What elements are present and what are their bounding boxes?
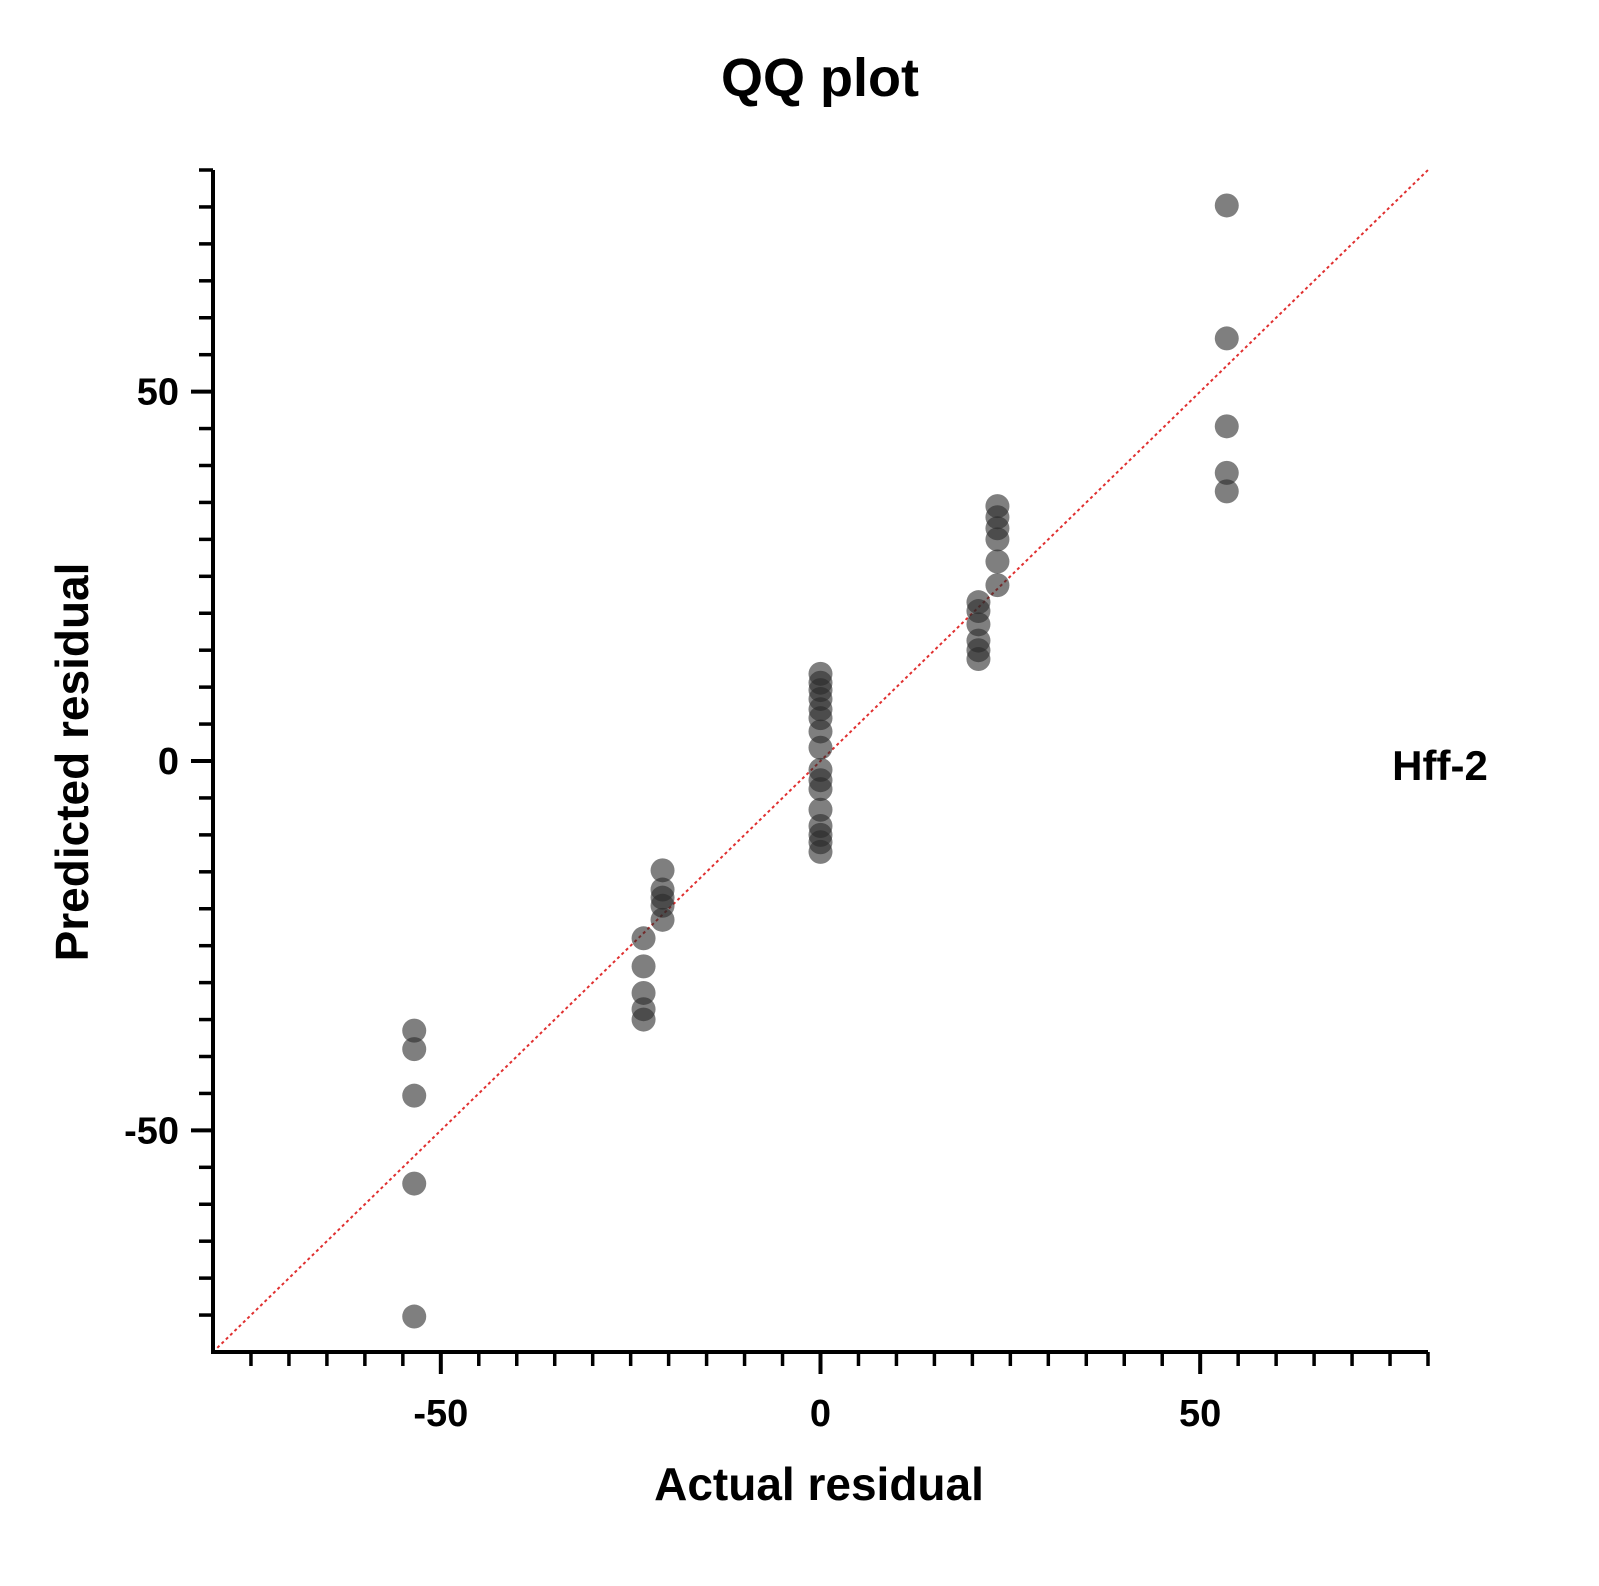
data-point-33 <box>650 858 675 883</box>
x-tick-label: 50 <box>1179 1393 1221 1435</box>
x-tick-label: 0 <box>810 1393 831 1435</box>
y-tick-label: 50 <box>137 372 179 414</box>
y-tick-label: -50 <box>124 1110 179 1152</box>
data-point-3 <box>1214 460 1239 485</box>
data-point-27 <box>808 777 833 802</box>
chart-title: QQ plot <box>721 48 919 108</box>
x-tick-label: -50 <box>413 1393 468 1435</box>
data-point-2 <box>1214 414 1239 439</box>
data-point-47 <box>402 1304 427 1329</box>
data-point-46 <box>402 1171 427 1196</box>
y-tick-label: 0 <box>158 741 179 783</box>
data-point-24 <box>808 735 833 760</box>
axes-layer: -50 0 50 -50 0 50 <box>124 168 1430 1435</box>
data-point-32 <box>808 839 833 864</box>
data-point-4 <box>1214 479 1239 504</box>
data-point-44 <box>402 1037 427 1062</box>
x-axis-title: Actual residual <box>654 1458 984 1510</box>
data-point-43 <box>402 1018 427 1043</box>
data-point-45 <box>402 1083 427 1108</box>
data-point-8 <box>985 527 1010 552</box>
data-point-10 <box>985 573 1010 598</box>
data-point-37 <box>650 907 675 932</box>
points-layer <box>402 193 1239 1329</box>
data-point-16 <box>966 647 991 672</box>
data-point-38 <box>631 926 656 951</box>
y-axis-title: Predicted residual <box>46 563 98 962</box>
data-point-9 <box>985 549 1010 574</box>
data-point-1 <box>1214 326 1239 351</box>
data-point-39 <box>631 954 656 979</box>
series-label: Hff-2 <box>1392 742 1488 789</box>
data-point-0 <box>1214 193 1239 218</box>
data-point-42 <box>631 1007 656 1032</box>
